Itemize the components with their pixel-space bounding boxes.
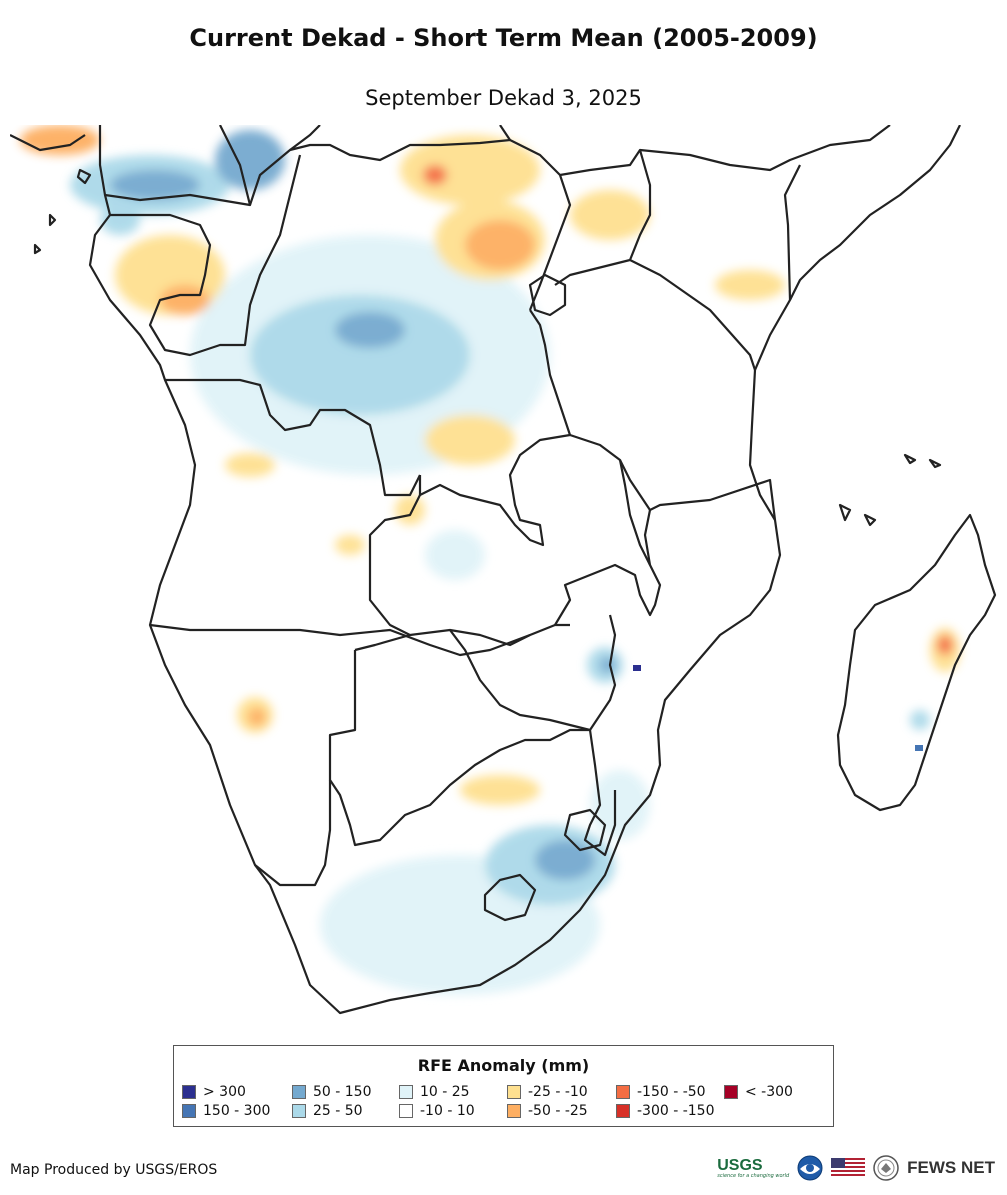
state-department-seal-icon <box>873 1155 899 1181</box>
legend-item: -150 - -50 <box>616 1084 706 1100</box>
legend-label: 10 - 25 <box>420 1084 470 1100</box>
legend-label: < -300 <box>745 1084 793 1100</box>
anomaly-hotspot-wet <box>915 745 923 751</box>
legend-label: -50 - -25 <box>528 1103 588 1119</box>
legend-label: 25 - 50 <box>313 1103 363 1119</box>
us-flag-icon <box>831 1158 866 1178</box>
legend-item: 50 - 150 <box>292 1084 372 1100</box>
legend-label: > 300 <box>203 1084 246 1100</box>
legend-label: -300 - -150 <box>637 1103 715 1119</box>
usgs-tagline: science for a changing world <box>717 1173 790 1179</box>
legend-item: 25 - 50 <box>292 1103 363 1119</box>
legend-swatch <box>616 1085 630 1099</box>
legend-swatch <box>399 1085 413 1099</box>
legend-swatch <box>292 1085 306 1099</box>
fews-net-logo: FEWS NET <box>907 1158 995 1177</box>
legend-label: -150 - -50 <box>637 1084 706 1100</box>
legend-swatch <box>616 1104 630 1118</box>
legend-title: RFE Anomaly (mm) <box>417 1056 590 1075</box>
legend-swatch <box>507 1104 521 1118</box>
country-borders <box>10 125 997 1015</box>
legend-label: -10 - 10 <box>420 1103 475 1119</box>
legend-swatch <box>399 1104 413 1118</box>
map-subtitle: September Dekad 3, 2025 <box>365 86 642 110</box>
usgs-logo-text: USGS <box>717 1157 763 1174</box>
map-title: Current Dekad - Short Term Mean (2005-20… <box>189 24 818 52</box>
legend-item: -25 - -10 <box>507 1084 588 1100</box>
legend-label: 50 - 150 <box>313 1084 372 1100</box>
map-credit: Map Produced by USGS/EROS <box>10 1162 218 1178</box>
legend-swatch <box>724 1085 738 1099</box>
legend-item: 10 - 25 <box>399 1084 470 1100</box>
anomaly-shading <box>20 125 960 995</box>
usgs-logo-icon: USGS science for a changing world <box>717 1157 789 1179</box>
legend-swatch <box>292 1104 306 1118</box>
rainfall-anomaly-map <box>10 125 997 1015</box>
anomaly-hotspot-wet <box>633 665 641 671</box>
legend-item: 150 - 300 <box>182 1103 270 1119</box>
legend-item: < -300 <box>724 1084 793 1100</box>
legend-swatch <box>507 1085 521 1099</box>
legend-label: 150 - 300 <box>203 1103 271 1119</box>
legend-label: -25 - -10 <box>528 1084 588 1100</box>
legend-swatch <box>182 1104 196 1118</box>
legend-swatch <box>182 1085 196 1099</box>
noaa-logo-icon <box>797 1155 823 1181</box>
legend-item: -10 - 10 <box>399 1103 475 1119</box>
legend: RFE Anomaly (mm) > 300 150 - 300 50 - 15… <box>173 1045 834 1127</box>
legend-item: > 300 <box>182 1084 246 1100</box>
legend-item: -300 - -150 <box>616 1103 715 1119</box>
legend-item: -50 - -25 <box>507 1103 588 1119</box>
partner-logos: USGS science for a changing world FEWS N… <box>717 1155 995 1181</box>
